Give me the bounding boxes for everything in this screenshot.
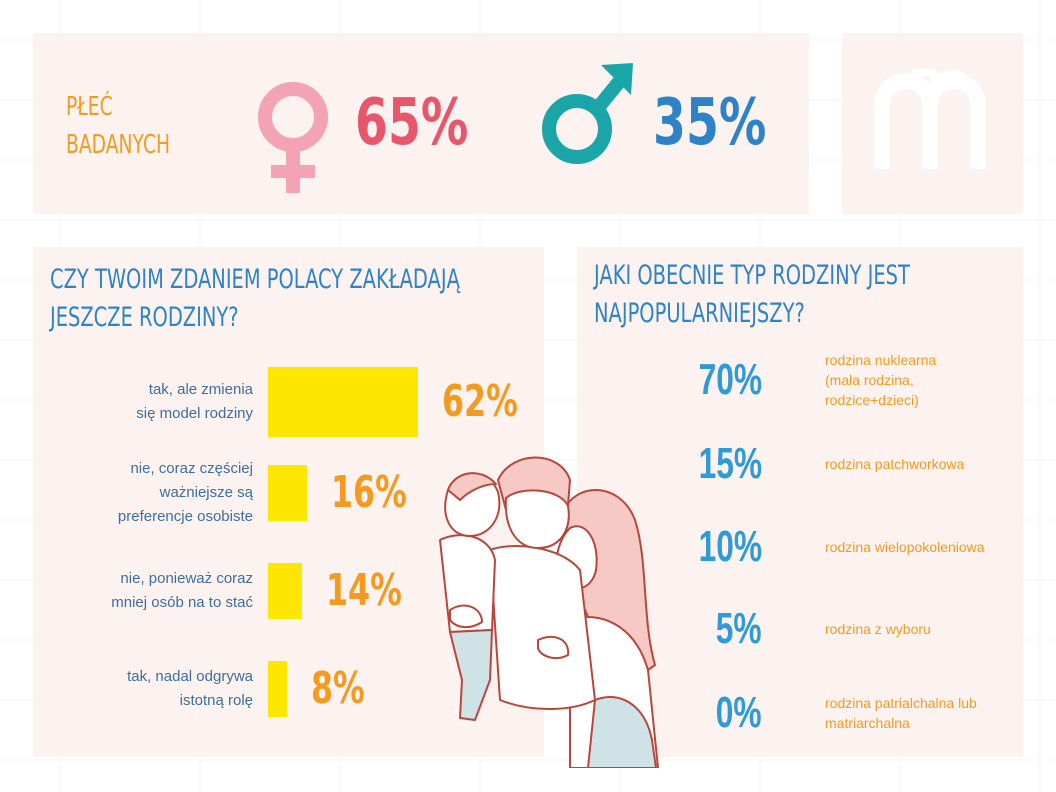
family-type-percentage: 5% [716, 604, 762, 653]
family-type-label: rodzina patchworkowa [825, 456, 965, 472]
family-type-percentage: 0% [716, 688, 762, 737]
bar-label: tak, nadal odgrywa istotną rolę [127, 668, 253, 709]
left-chart-title: CZY TWOIM ZDANIEM POLACY ZAKŁADAJĄ JESZC… [50, 264, 460, 333]
bar-value-label: 62% [442, 376, 518, 427]
gender-panel: PŁEĆ BADANYCH 65% 35% [33, 33, 809, 214]
family-type-percentage: 70% [698, 355, 762, 404]
bar-value-label: 14% [326, 565, 402, 616]
family-type-label: rodzina z wyboru [825, 621, 931, 637]
family-illustration [439, 456, 659, 768]
brand-logo-icon [874, 69, 986, 169]
bar-label: nie, ponieważ coraz mniej osób na to stać [111, 570, 253, 611]
family-type-label: rodzina nuklearna (mała rodzina, rodzice+d… [825, 352, 937, 408]
logo-panel [842, 33, 1023, 214]
female-symbol-icon [258, 82, 328, 193]
bar [268, 465, 307, 521]
bar [268, 661, 287, 717]
bar-label: tak, ale zmienia się model rodziny [136, 381, 253, 422]
bar [268, 367, 418, 437]
bar-label: nie, coraz częściej ważniejsze są preferen… [117, 460, 253, 525]
family-type-label: rodzina wielopokoleniowa [825, 539, 985, 555]
female-percentage: 65% [355, 86, 469, 160]
family-type-percentage: 10% [698, 522, 762, 571]
family-type-percentage: 15% [698, 439, 762, 488]
male-symbol-icon [542, 63, 633, 164]
gender-label: PŁEĆ BADANYCH [66, 92, 171, 160]
male-percentage: 35% [653, 86, 767, 160]
right-chart-title: JAKI OBECNIE TYP RODZINY JEST NAJPOPULAR… [594, 260, 910, 329]
family-type-panel: JAKI OBECNIE TYP RODZINY JEST NAJPOPULAR… [577, 247, 1023, 757]
bar [268, 563, 302, 619]
family-type-label: rodzina patrialchalna lub matriarchalna [825, 695, 977, 731]
bar-value-label: 8% [311, 663, 365, 714]
bar-value-label: 16% [331, 467, 407, 518]
